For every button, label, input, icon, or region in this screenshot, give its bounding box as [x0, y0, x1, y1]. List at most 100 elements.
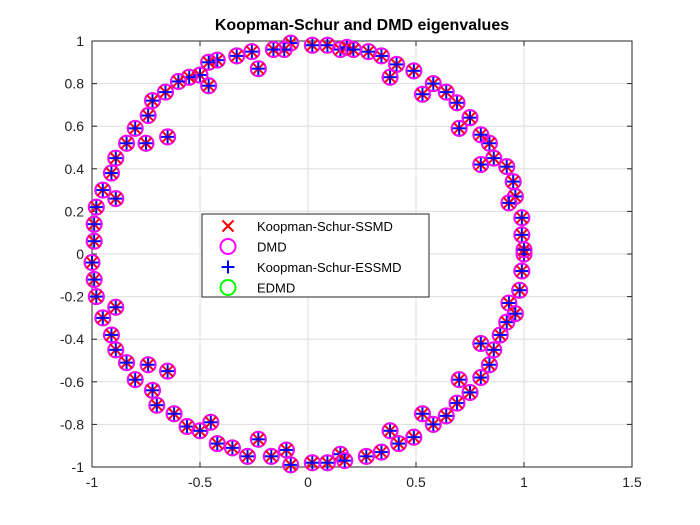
essmd-marker — [463, 385, 477, 399]
eigenvalue-point — [511, 281, 529, 299]
eigenvalue-point — [450, 371, 468, 389]
y-tick-label: 0.4 — [65, 161, 85, 177]
eigenvalue-point — [388, 55, 406, 73]
eigenvalue-point — [87, 198, 105, 216]
eigenvalue-point — [118, 354, 136, 372]
dmd-marker — [200, 53, 218, 71]
eigenvalue-point — [191, 422, 209, 440]
eigenvalue-point — [85, 215, 103, 233]
legend-marker — [219, 279, 237, 296]
essmd-marker — [230, 49, 244, 63]
essmd-marker — [374, 445, 388, 459]
essmd-marker — [167, 407, 181, 421]
eigenvalue-point — [381, 68, 399, 86]
essmd-marker — [251, 432, 265, 446]
essmd-marker — [96, 311, 110, 325]
eigenvalue-point — [357, 447, 375, 465]
eigenvalue-point — [277, 441, 295, 459]
dmd-marker — [513, 226, 531, 244]
essmd-marker — [87, 217, 101, 231]
essmd-marker — [141, 358, 155, 372]
dmd-marker — [424, 415, 442, 433]
dmd-marker — [94, 181, 112, 199]
essmd-marker — [415, 407, 429, 421]
eigenvalue-point — [223, 439, 241, 457]
eigenvalue-point — [169, 72, 187, 90]
essmd-marker — [171, 74, 185, 88]
eigenvalue-point — [506, 305, 524, 323]
dmd-marker — [156, 83, 174, 101]
eigenvalue-point — [102, 164, 120, 182]
legend-item: Koopman-Schur-SSMD — [221, 219, 393, 234]
essmd-marker — [150, 398, 164, 412]
eigenvalue-point — [318, 454, 336, 472]
eigenvalue-point — [472, 369, 490, 387]
y-tick-label: -0.8 — [60, 416, 84, 432]
essmd-marker — [487, 343, 501, 357]
essmd-marker — [109, 300, 123, 314]
dmd-marker — [143, 92, 161, 110]
essmd-marker — [508, 307, 522, 321]
dmd-marker — [264, 41, 282, 59]
dmd-marker — [126, 371, 144, 389]
legend-label: Koopman-Schur-SSMD — [257, 219, 393, 234]
eigenvalue-point — [107, 190, 125, 208]
eigenvalue-point — [126, 119, 144, 137]
legend-label: EDMD — [257, 281, 295, 296]
dmd-marker — [413, 85, 431, 103]
dmd-marker — [249, 60, 267, 78]
dmd-marker — [372, 443, 390, 461]
eigenvalue-point — [137, 134, 155, 152]
eigenvalue-point — [424, 75, 442, 93]
y-tick-label: -0.6 — [60, 374, 84, 390]
eigenvalue-point — [85, 271, 103, 289]
essmd-marker — [439, 409, 453, 423]
essmd-marker — [202, 79, 216, 93]
essmd-marker — [109, 151, 123, 165]
essmd-marker — [450, 96, 464, 110]
essmd-marker — [392, 437, 406, 451]
dmd-marker — [450, 119, 468, 137]
essmd-marker — [128, 373, 142, 387]
x-tick-label: 0 — [304, 474, 312, 490]
dmd-marker — [461, 109, 479, 127]
essmd-marker — [180, 420, 194, 434]
eigenvalue-point — [143, 92, 161, 110]
eigenvalue-point — [159, 128, 177, 146]
eigenvalue-point — [83, 254, 101, 272]
dmd-marker — [413, 405, 431, 423]
eigenvalue-point — [165, 405, 183, 423]
essmd-marker — [515, 264, 529, 278]
legend-label: DMD — [257, 240, 287, 255]
dmd-marker — [504, 173, 522, 191]
legend-marker — [221, 219, 235, 233]
dmd-marker — [249, 430, 267, 448]
axis-ticks: -1 -0.5 0 0.5 1 1.5 -1 -0.8 -0.6 -0.4 -0.2 0 0.2 0.4 0… — [60, 33, 642, 490]
eigenvalue-point — [85, 232, 103, 250]
dmd-marker — [472, 369, 490, 387]
eigenvalue-point — [264, 41, 282, 59]
eigenvalue-point — [413, 85, 431, 103]
eigenvalue-point — [515, 241, 533, 259]
dmd-marker — [148, 396, 166, 414]
dmd-marker — [169, 72, 187, 90]
eigenvalue-point — [480, 356, 498, 374]
dmd-marker — [344, 41, 362, 59]
essmd-marker — [87, 234, 101, 248]
x-tick-label: -1 — [86, 474, 99, 490]
eigenvalue-point — [87, 288, 105, 306]
eigenvalue-point — [513, 226, 531, 244]
eigenvalue-point — [262, 447, 280, 465]
essmd-marker — [120, 136, 134, 150]
eigenvalue-point — [156, 83, 174, 101]
essmd-marker — [87, 273, 101, 287]
essmd-marker — [452, 121, 466, 135]
essmd-marker — [493, 328, 507, 342]
essmd-marker — [361, 45, 375, 59]
essmd-marker — [161, 130, 175, 144]
eigenvalue-point — [405, 62, 423, 80]
legend-item: Koopman-Schur-ESSMD — [221, 260, 402, 275]
essmd-marker — [225, 441, 239, 455]
eigenvalue-point — [107, 298, 125, 316]
